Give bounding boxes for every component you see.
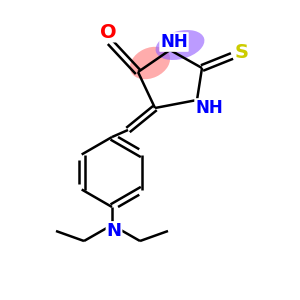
Text: NH: NH bbox=[195, 99, 223, 117]
Ellipse shape bbox=[130, 47, 170, 79]
Text: NH: NH bbox=[160, 33, 188, 51]
Text: N: N bbox=[106, 222, 122, 240]
Ellipse shape bbox=[156, 30, 204, 60]
Text: O: O bbox=[100, 22, 116, 41]
Text: S: S bbox=[235, 44, 249, 62]
